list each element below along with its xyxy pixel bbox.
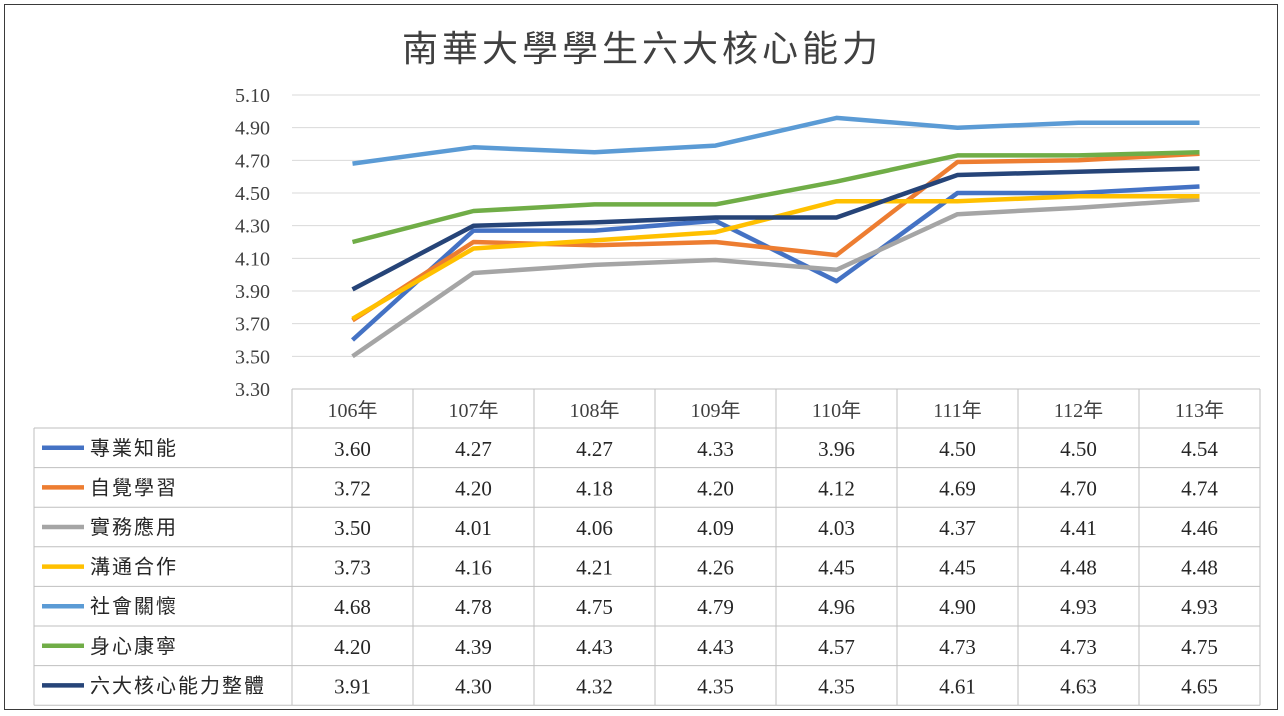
data-label: 4.69 xyxy=(939,476,976,500)
data-label: 4.63 xyxy=(1060,674,1097,698)
data-label: 4.45 xyxy=(818,556,855,580)
data-label: 4.75 xyxy=(576,595,613,619)
data-label: 4.90 xyxy=(939,595,976,619)
x-category-label: 109年 xyxy=(691,399,741,422)
y-tick-label: 4.50 xyxy=(235,183,270,205)
data-label: 4.75 xyxy=(1181,635,1218,659)
x-category-label: 108年 xyxy=(570,399,620,422)
data-label: 3.73 xyxy=(334,556,371,580)
x-category-label: 110年 xyxy=(812,399,861,422)
data-label: 4.57 xyxy=(818,635,855,659)
series-line xyxy=(351,166,1200,292)
y-tick-label: 3.90 xyxy=(235,281,270,303)
data-label: 4.18 xyxy=(576,476,613,500)
y-tick-label: 3.30 xyxy=(235,379,270,401)
data-label: 4.03 xyxy=(818,516,855,540)
data-label: 4.48 xyxy=(1181,556,1218,580)
series-name: 實務應用 xyxy=(90,515,178,539)
data-label: 4.30 xyxy=(455,674,492,698)
data-label: 4.26 xyxy=(697,556,734,580)
data-label: 4.78 xyxy=(455,595,492,619)
data-label: 4.06 xyxy=(576,516,613,540)
data-label: 4.73 xyxy=(939,635,976,659)
data-label: 4.37 xyxy=(939,516,976,540)
series-name: 社會關懷 xyxy=(90,594,178,618)
data-label: 4.79 xyxy=(697,595,734,619)
data-label: 4.50 xyxy=(939,437,976,461)
data-label: 4.48 xyxy=(1060,556,1097,580)
y-tick-label: 4.70 xyxy=(235,150,270,172)
x-category-label: 106年 xyxy=(328,399,378,422)
data-label: 3.72 xyxy=(334,476,371,500)
series-name: 溝通合作 xyxy=(90,555,178,579)
chart-frame xyxy=(4,4,1278,710)
chart-title: 南華大學學生六大核心能力 xyxy=(401,29,882,70)
data-label: 4.54 xyxy=(1181,437,1218,461)
data-label: 4.39 xyxy=(455,635,492,659)
data-label: 3.96 xyxy=(818,437,855,461)
data-label: 4.74 xyxy=(1181,476,1218,500)
series-line xyxy=(351,151,1200,323)
y-tick-label: 4.30 xyxy=(235,216,270,238)
y-tick-label: 3.50 xyxy=(235,346,270,368)
data-label: 4.61 xyxy=(939,674,976,698)
series-name: 專業知能 xyxy=(90,436,178,460)
data-label: 4.33 xyxy=(697,437,734,461)
data-label: 3.91 xyxy=(334,674,371,698)
data-label: 4.43 xyxy=(576,635,613,659)
data-label: 4.27 xyxy=(576,437,613,461)
y-tick-label: 3.70 xyxy=(235,314,270,336)
data-label: 4.27 xyxy=(455,437,492,461)
data-label: 4.73 xyxy=(1060,635,1097,659)
data-label: 4.65 xyxy=(1181,674,1218,698)
y-tick-label: 5.10 xyxy=(235,85,270,107)
data-label: 4.68 xyxy=(334,595,371,619)
data-label: 4.41 xyxy=(1060,516,1097,540)
data-label: 3.60 xyxy=(334,437,371,461)
x-category-label: 113年 xyxy=(1175,399,1224,422)
series-line xyxy=(351,197,1200,359)
series-line xyxy=(352,115,1200,166)
data-label: 4.12 xyxy=(818,476,855,500)
data-label: 4.35 xyxy=(818,674,855,698)
series-name: 身心康寧 xyxy=(90,634,178,658)
data-label: 4.45 xyxy=(939,556,976,580)
x-category-label: 107年 xyxy=(449,399,499,422)
data-label: 4.43 xyxy=(697,635,734,659)
data-label: 4.50 xyxy=(1060,437,1097,461)
x-category-label: 111年 xyxy=(933,399,982,422)
data-label: 4.70 xyxy=(1060,476,1097,500)
data-label: 4.96 xyxy=(818,595,855,619)
y-tick-label: 4.90 xyxy=(235,118,270,140)
data-label: 4.16 xyxy=(455,556,492,580)
data-label: 4.20 xyxy=(697,476,734,500)
series-line xyxy=(350,184,1200,342)
data-label: 4.20 xyxy=(334,635,371,659)
data-label: 4.46 xyxy=(1181,516,1218,540)
series-line xyxy=(351,149,1200,245)
series-line xyxy=(351,194,1200,321)
data-label: 4.20 xyxy=(455,476,492,500)
data-label: 4.32 xyxy=(576,674,613,698)
x-category-label: 112年 xyxy=(1054,399,1103,422)
series-name: 六大核心能力整體 xyxy=(90,673,266,697)
data-label: 4.35 xyxy=(697,674,734,698)
data-label: 4.93 xyxy=(1181,595,1218,619)
data-label: 4.93 xyxy=(1060,595,1097,619)
data-label: 3.50 xyxy=(334,516,371,540)
series-name: 自覺學習 xyxy=(90,475,178,499)
y-tick-label: 4.10 xyxy=(235,248,270,270)
data-label: 4.21 xyxy=(576,556,613,580)
data-label: 4.01 xyxy=(455,516,492,540)
data-label: 4.09 xyxy=(697,516,734,540)
